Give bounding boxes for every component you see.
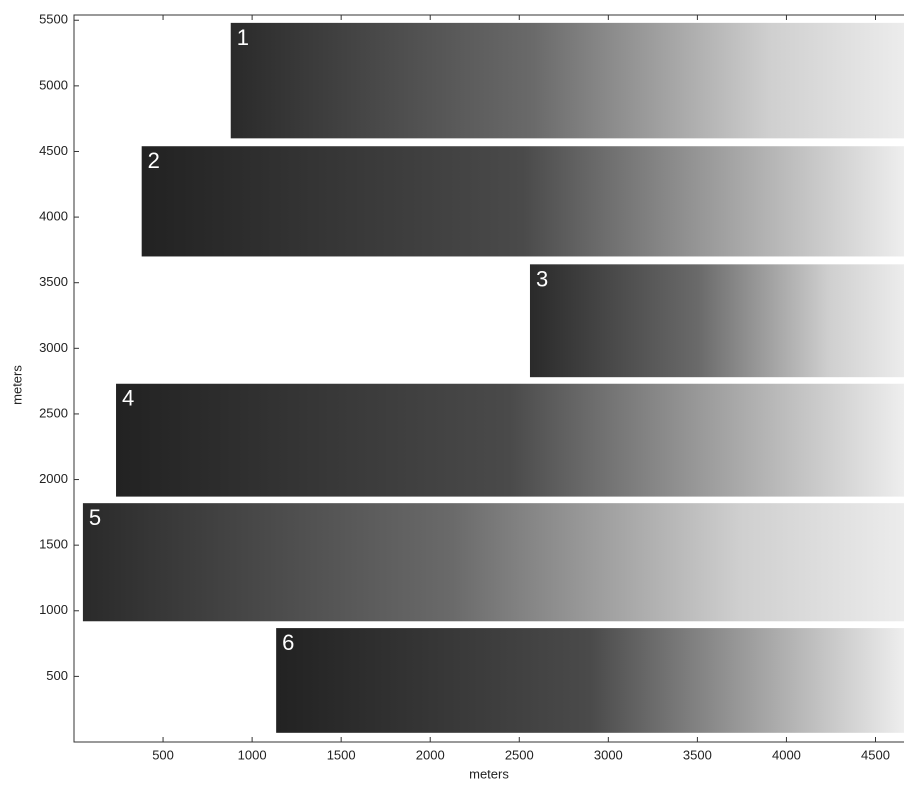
x-tick-label: 4500 — [861, 747, 890, 762]
x-tick-label: 1000 — [238, 747, 267, 762]
image-panel — [276, 628, 904, 733]
y-tick-label: 2500 — [39, 405, 68, 420]
image-panel — [141, 146, 904, 257]
x-tick-label: 3500 — [683, 747, 712, 762]
x-tick-label: 2000 — [416, 747, 445, 762]
x-tick-label: 4000 — [772, 747, 801, 762]
panel-label: 2 — [148, 148, 160, 173]
x-tick-label: 2500 — [505, 747, 534, 762]
x-tick-label: 3000 — [594, 747, 623, 762]
image-panel — [116, 383, 904, 497]
image-panel — [230, 22, 904, 139]
y-tick-label: 4500 — [39, 143, 68, 158]
y-tick-label: 3000 — [39, 340, 68, 355]
y-tick-label: 1000 — [39, 602, 68, 617]
image-panel — [529, 264, 904, 378]
y-tick-label: 5500 — [39, 12, 68, 27]
x-tick-label: 1500 — [327, 747, 356, 762]
axes-frame — [73, 14, 904, 743]
y-tick-label: 3500 — [39, 274, 68, 289]
y-tick-label: 2000 — [39, 471, 68, 486]
x-axis-label: meters — [469, 766, 509, 781]
panel-label: 5 — [89, 505, 101, 530]
y-tick-label: 5000 — [39, 77, 68, 92]
panels: 1 2 3 4 5 6 — [82, 22, 904, 733]
image-panel — [82, 503, 904, 622]
panel-label: 3 — [536, 266, 548, 291]
y-axis-label: meters — [9, 365, 24, 405]
panel-label: 4 — [122, 386, 134, 411]
panel-label: 6 — [282, 630, 294, 655]
y-tick-label: 500 — [46, 668, 68, 683]
panel-label: 1 — [237, 25, 249, 50]
y-tick-label: 4000 — [39, 209, 68, 224]
y-tick-label: 1500 — [39, 537, 68, 552]
x-tick-label: 500 — [152, 747, 174, 762]
